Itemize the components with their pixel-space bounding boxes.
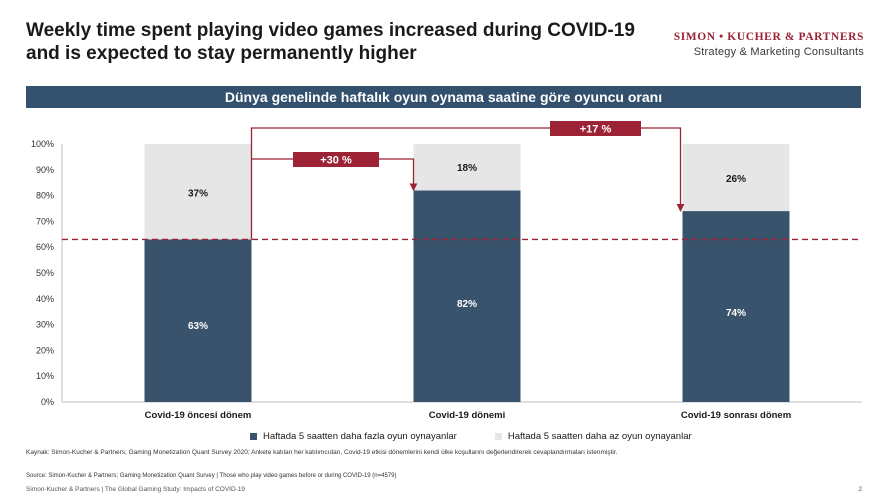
y-tick-label: 80%	[36, 191, 54, 201]
y-tick-label: 90%	[36, 165, 54, 175]
legend-swatch-more	[250, 433, 257, 440]
data-label: 74%	[726, 308, 746, 319]
connector-arrow-17	[250, 127, 685, 240]
data-label: 26%	[726, 174, 746, 185]
annotation-box-30	[293, 152, 379, 167]
chart-legend: Haftada 5 saatten daha fazla oyun oynaya…	[250, 431, 692, 442]
chart-banner: Dünya genelinde haftalık oyun oynama saa…	[26, 86, 861, 108]
y-tick-label: 20%	[36, 345, 54, 355]
source-line: Source: Simon-Kucher & Partners; Gaming …	[26, 473, 397, 479]
annotation-label: +30 %	[320, 155, 352, 167]
bar-segment	[682, 211, 790, 402]
x-category-label: Covid-19 sonrası dönem	[681, 410, 791, 421]
y-tick-label: 40%	[36, 294, 54, 304]
bar-segment	[413, 144, 521, 191]
bar-segment	[144, 144, 252, 240]
data-label: 82%	[457, 299, 477, 310]
bar-segment	[413, 190, 521, 402]
data-label: 37%	[188, 189, 208, 200]
company-tagline: Strategy & Marketing Consultants	[693, 46, 864, 58]
legend-item-less: Haftada 5 saatten daha az oyun oynayanla…	[494, 431, 692, 442]
legend-item-more: Haftada 5 saatten daha fazla oyun oynaya…	[250, 431, 457, 442]
y-tick-label: 50%	[36, 268, 54, 278]
x-category-label: Covid-19 öncesi dönem	[145, 410, 252, 421]
data-label: 18%	[457, 163, 477, 174]
legend-swatch-less	[494, 433, 502, 440]
y-tick-label: 100%	[31, 139, 54, 149]
page-number: 2	[858, 486, 862, 493]
bar-segment	[144, 239, 252, 402]
legend-label-less: Haftada 5 saatten daha az oyun oynayanla…	[507, 431, 692, 442]
survey-note: Kaynak: Simon-Kucher & Partners; Gaming …	[26, 449, 618, 456]
y-tick-label: 60%	[36, 242, 54, 252]
y-tick-label: 70%	[36, 216, 54, 226]
y-tick-label: 30%	[36, 320, 54, 330]
bar-segment	[682, 144, 790, 212]
y-tick-label: 10%	[36, 371, 54, 381]
data-label: 63%	[188, 321, 208, 332]
footer-text: Simon-Kucher & Partners | The Global Gam…	[26, 486, 246, 493]
legend-label-more: Haftada 5 saatten daha fazla oyun oynaya…	[263, 431, 457, 442]
annotation-label: +17 %	[580, 124, 612, 136]
slide-title: Weekly time spent playing video games in…	[26, 20, 635, 64]
y-tick-label: 0%	[41, 397, 54, 407]
x-category-label: Covid-19 dönemi	[429, 410, 506, 421]
annotation-box-17	[550, 121, 641, 136]
company-logo: SIMON • KUCHER & PARTNERS	[673, 31, 864, 43]
